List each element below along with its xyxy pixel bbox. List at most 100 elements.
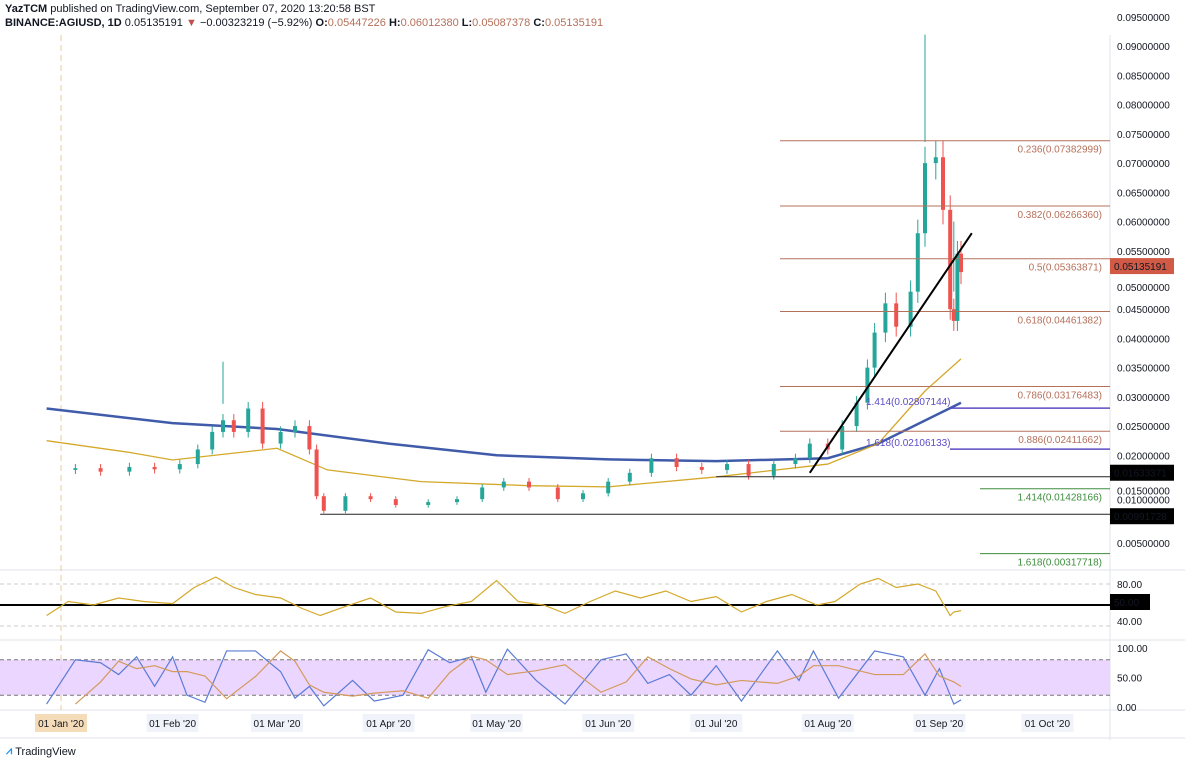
price-label-bg — [1110, 508, 1174, 525]
extension-green-label: 1.414(0.01428166) — [1017, 493, 1102, 504]
candle-body — [854, 402, 859, 427]
date-tick: 01 Apr '20 — [366, 719, 411, 730]
symbol: BINANCE:AGIUSD, 1D — [5, 17, 122, 29]
date-tick-bg — [690, 714, 743, 732]
candle-body — [177, 464, 182, 470]
date-tick-bg — [251, 714, 303, 732]
candle-body — [933, 157, 938, 164]
date-tick-bg — [582, 714, 635, 732]
close-label: C: — [533, 17, 545, 29]
price-change: −0.00323219 (−5.92%) — [199, 17, 313, 29]
price-tick: 0.05000000 — [1117, 283, 1170, 294]
candle-body — [746, 464, 751, 476]
fib-level-label: 0.382(0.06266360) — [1017, 210, 1102, 221]
down-arrow-icon: ▼ — [185, 17, 197, 29]
candle-body — [501, 481, 506, 488]
rsi-tick: 50.00 — [1114, 598, 1139, 609]
date-tick: 01 Jul '20 — [695, 719, 738, 730]
trendline — [808, 232, 973, 474]
candle-body — [807, 443, 812, 459]
candle-body — [307, 426, 312, 450]
candle-body — [941, 157, 945, 210]
date-tick: 01 Aug '20 — [804, 719, 851, 730]
candle-body — [955, 253, 960, 321]
high-value: 0.06012380 — [400, 17, 459, 29]
date-tick-bg — [35, 714, 87, 732]
price-tick: 0.02500000 — [1117, 422, 1170, 433]
price-tick: 0.06500000 — [1117, 188, 1170, 199]
high-label: H: — [388, 17, 401, 29]
candle-body — [260, 408, 265, 444]
price-label: 0.00991728 — [1114, 512, 1167, 523]
candle-body — [293, 426, 297, 432]
price-tick: 0.03000000 — [1117, 393, 1170, 404]
date-tick: 01 Mar '20 — [254, 719, 301, 730]
candle-body — [872, 332, 877, 368]
candle-body — [221, 420, 225, 432]
date-tick: 01 Jun '20 — [585, 719, 631, 730]
brand-text: TradingView — [15, 745, 76, 758]
last-price: 0.05135191 — [124, 17, 183, 29]
open-value: 0.05447226 — [327, 17, 386, 29]
candle-body — [908, 291, 913, 327]
candle-body — [368, 496, 373, 500]
tradingview-logo[interactable]: ⩘ TradingView — [6, 745, 76, 758]
price-tick: 0.06000000 — [1117, 218, 1170, 229]
price-tick: 0.09500000 — [1117, 13, 1170, 24]
stoch-d-line — [75, 650, 962, 705]
date-tick: 01 May '20 — [472, 719, 521, 730]
stoch-k-line — [46, 648, 962, 707]
candle-body — [627, 472, 632, 482]
candle-body — [527, 481, 531, 488]
publish-info: YazTCM published on TradingView.com, Sep… — [5, 3, 375, 15]
candle-body — [455, 499, 459, 503]
price-tick: 0.05500000 — [1117, 247, 1170, 258]
candle-body — [840, 426, 845, 450]
price-chart[interactable]: 0.09500000 0.09000000 0.08500000 0.08000000… — [0, 0, 1185, 745]
price-tick: 0.01000000 — [1117, 496, 1170, 507]
symbol-info: BINANCE:AGIUSD, 1D 0.05135191 ▼ −0.00323… — [5, 17, 603, 29]
candle-body — [923, 163, 927, 234]
low-label: L: — [461, 17, 473, 29]
fib-level-label: 0.236(0.07382999) — [1017, 145, 1102, 156]
candle-body — [606, 481, 611, 494]
open-label: O: — [315, 17, 328, 29]
price-tick: 0.02000000 — [1117, 451, 1170, 462]
candle-body — [699, 466, 704, 470]
published-text: published on TradingView.com, September … — [50, 3, 376, 15]
candle-body — [793, 458, 798, 465]
stoch-tick: 100.00 — [1117, 644, 1148, 655]
candle-body — [231, 420, 236, 432]
price-tick: 0.01500000 — [1117, 487, 1170, 498]
candle-body — [674, 458, 679, 467]
rsi-tick: 40.00 — [1117, 617, 1142, 628]
fib-level-label: 0.5(0.05363871) — [1029, 263, 1102, 274]
candle-body — [555, 487, 560, 500]
candle-body — [725, 464, 729, 470]
price-tick: 0.03500000 — [1117, 364, 1170, 375]
fib-level-label: 0.786(0.03176483) — [1017, 391, 1102, 402]
date-tick-bg — [801, 714, 854, 732]
close-value: 0.05135191 — [544, 17, 604, 29]
date-tick-bg — [470, 714, 523, 732]
date-tick: 01 Feb '20 — [149, 719, 196, 730]
price-tick: 0.00500000 — [1117, 539, 1170, 550]
date-tick-bg — [1021, 714, 1074, 732]
last-price-bg — [1110, 258, 1174, 275]
date-tick-bg — [913, 714, 966, 732]
candle-body — [771, 464, 776, 476]
fib-level-label: 0.618(0.04461382) — [1017, 315, 1102, 326]
tradingview-icon: ⩘ — [6, 745, 13, 757]
stoch-tick: 50.00 — [1117, 674, 1142, 685]
extension-label: 1.618(0.02106133) — [866, 438, 951, 449]
candle-body — [649, 458, 654, 473]
candle-body — [314, 449, 319, 497]
candle-body — [127, 466, 132, 472]
date-tick: 01 Oct '20 — [1025, 719, 1071, 730]
extension-label: 1.414(0.02807144) — [866, 397, 951, 408]
candle-body — [915, 233, 920, 292]
price-tick: 0.09000000 — [1117, 42, 1170, 53]
fib-level-label: 0.886(0.02411662) — [1018, 435, 1102, 446]
author[interactable]: YazTCM — [5, 3, 48, 15]
date-tick: 01 Sep '20 — [916, 719, 964, 730]
